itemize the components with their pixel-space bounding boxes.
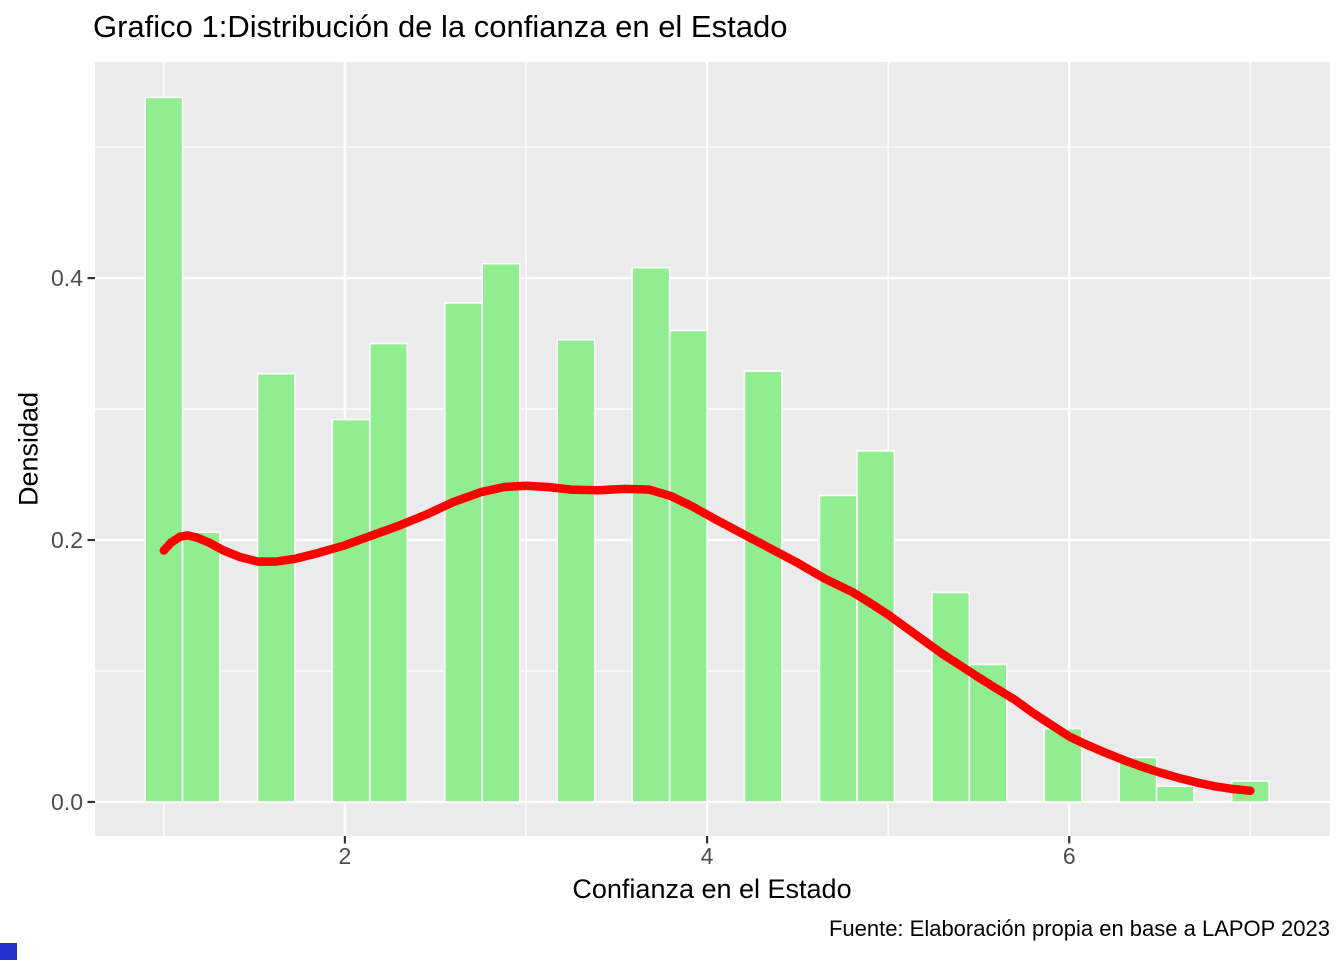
histogram-bar: [1155, 785, 1195, 803]
x-tick-label: 6: [1063, 843, 1076, 869]
histogram-bar: [443, 302, 484, 803]
density-curve: [159, 481, 1255, 796]
histogram-bar: [668, 329, 708, 803]
plot-title: Grafico 1:Distribución de la confianza e…: [93, 9, 788, 44]
histogram-bar: [481, 262, 521, 803]
histogram-bar: [818, 494, 858, 803]
x-tick-label: 4: [701, 843, 714, 869]
plot-caption: Fuente: Elaboración propia en base a LAP…: [828, 916, 1330, 941]
y-axis-title: Densidad: [13, 391, 44, 507]
histogram-bar: [556, 338, 596, 803]
histogram-bar: [256, 372, 296, 803]
y-tick-label: 0.4: [51, 265, 83, 291]
histogram-bar: [631, 266, 671, 803]
y-tick-label: 0.0: [51, 789, 83, 815]
y-tick-label: 0.2: [51, 527, 83, 553]
histogram-bar: [743, 370, 783, 803]
histogram-bar: [369, 342, 409, 803]
corner-blue-square: [0, 943, 17, 960]
histogram-bar: [331, 418, 371, 803]
histogram-bar: [181, 531, 221, 803]
histogram-bar: [144, 96, 184, 803]
histogram-bar: [931, 591, 971, 803]
x-axis-title: Confianza en el Estado: [572, 874, 852, 904]
x-tick-label: 2: [338, 843, 351, 869]
histogram-bar: [856, 450, 896, 803]
plot-panel: [95, 62, 1330, 836]
